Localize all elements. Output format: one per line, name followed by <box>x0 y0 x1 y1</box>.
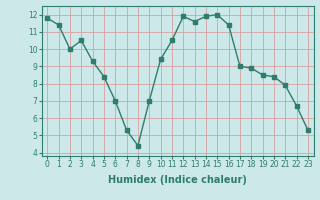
X-axis label: Humidex (Indice chaleur): Humidex (Indice chaleur) <box>108 175 247 185</box>
